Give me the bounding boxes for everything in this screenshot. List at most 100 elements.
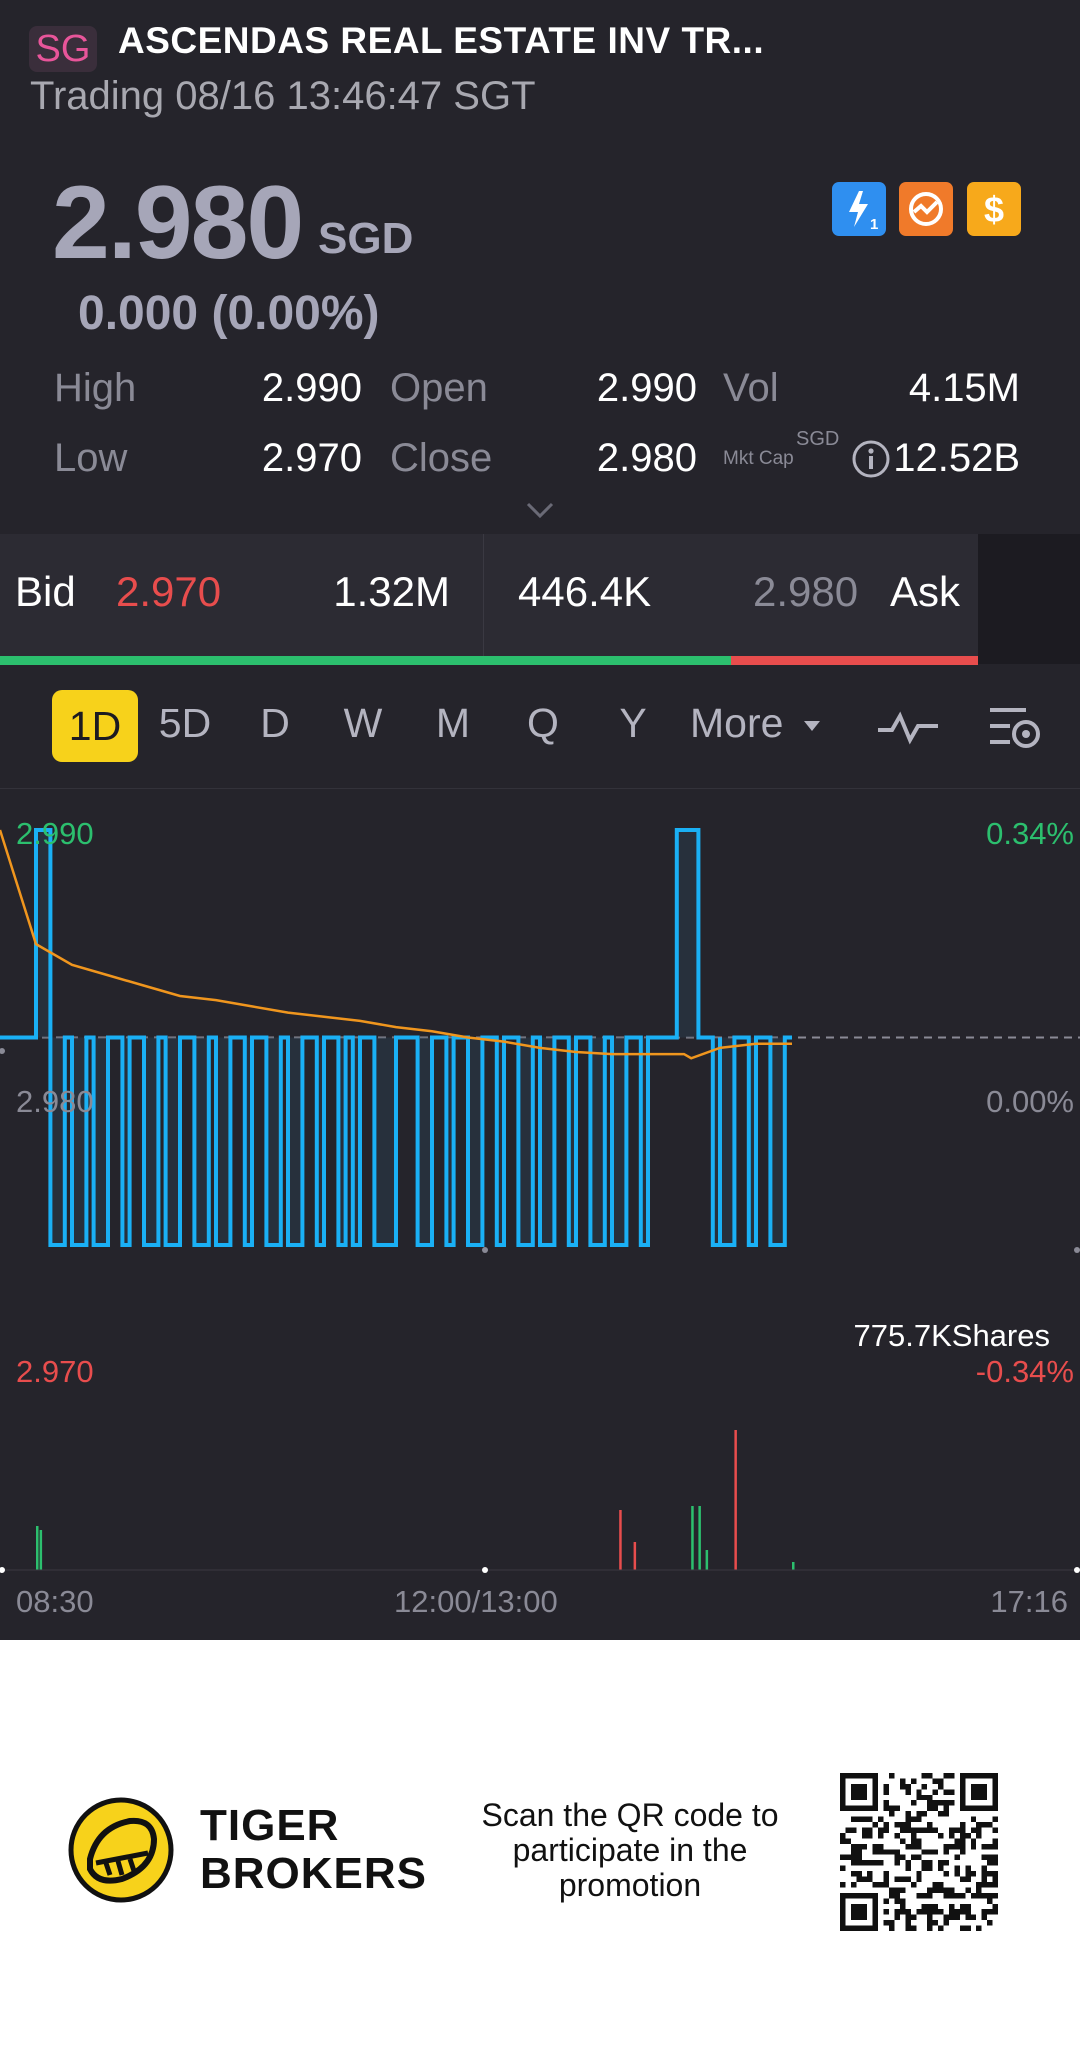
qr-module (954, 1892, 960, 1899)
qr-module (943, 1849, 949, 1855)
brand-line1: TIGER (200, 1801, 340, 1850)
ask-volume-bar (731, 656, 978, 665)
chart-settings-icon[interactable] (986, 702, 1046, 754)
qr-module (954, 1865, 960, 1872)
qr-module (894, 1860, 900, 1866)
qr-module (905, 1843, 911, 1850)
vol-label: Vol (723, 366, 779, 410)
qr-module (943, 1805, 949, 1812)
upper-pct-label: 0.34% (986, 816, 1074, 851)
qr-module (894, 1822, 900, 1828)
qr-module (850, 1849, 857, 1855)
qr-module (894, 1854, 900, 1861)
qr-module (899, 1903, 906, 1910)
qr-module (938, 1887, 944, 1893)
qr-module (992, 1903, 998, 1910)
qr-module (948, 1914, 955, 1921)
qr-module (992, 1876, 998, 1882)
qr-module (840, 1865, 846, 1872)
qr-module (976, 1827, 982, 1833)
qr-module (954, 1909, 960, 1915)
qr-module (992, 1871, 998, 1877)
qr-module (856, 1843, 862, 1850)
qr-module (927, 1914, 933, 1921)
caret-down-icon[interactable] (802, 718, 822, 734)
qr-module (883, 1881, 890, 1888)
qr-module (932, 1887, 939, 1893)
qr-module (910, 1838, 917, 1844)
qr-module (861, 1876, 868, 1882)
qr-module (883, 1805, 890, 1812)
svg-text:$: $ (984, 189, 1004, 230)
qr-module (948, 1909, 955, 1915)
qr-module (889, 1849, 895, 1855)
volume-bar (734, 1430, 737, 1570)
qr-module (894, 1876, 900, 1882)
qr-module (850, 1827, 857, 1833)
qr-module (899, 1827, 906, 1833)
qr-module (883, 1909, 890, 1915)
bid-ask-bar-end (978, 534, 1080, 664)
tab-w[interactable]: W (343, 700, 383, 746)
qr-module (850, 1860, 857, 1866)
qr-module (889, 1887, 895, 1893)
qr-module (938, 1881, 944, 1888)
bid-ask-divider (483, 534, 484, 664)
qr-module (938, 1832, 944, 1839)
qr-module (932, 1920, 939, 1926)
stock-title: ASCENDAS REAL ESTATE INV TR... (118, 20, 765, 61)
qr-module (916, 1827, 922, 1833)
qr-module (965, 1903, 971, 1910)
tab-more[interactable]: More (690, 700, 784, 746)
qr-module (867, 1871, 873, 1877)
qr-module (965, 1909, 971, 1915)
qr-module (959, 1849, 966, 1855)
qr-module (987, 1920, 993, 1926)
qr-module (921, 1909, 928, 1915)
lightning-1-icon[interactable]: 1 (832, 182, 886, 236)
qr-module (943, 1811, 949, 1817)
qr-module (850, 1854, 857, 1861)
qr-module (992, 1860, 998, 1866)
tab-m[interactable]: M (435, 700, 471, 746)
qr-module (872, 1860, 879, 1866)
qr-module (883, 1898, 890, 1904)
qr-module (910, 1925, 917, 1931)
qr-module (905, 1925, 911, 1931)
dollar-icon[interactable]: $ (967, 182, 1021, 236)
tab-q[interactable]: Q (527, 700, 559, 746)
time-end: 17:16 (990, 1584, 1068, 1619)
qr-module (981, 1876, 988, 1882)
qr-module (943, 1773, 949, 1779)
qr-module (872, 1849, 879, 1855)
volume-bar (39, 1530, 43, 1570)
chevron-down-icon[interactable] (522, 498, 558, 522)
qr-module (927, 1827, 933, 1833)
price-change: 0.000 (0.00%) (78, 287, 380, 340)
qr-module (959, 1876, 966, 1882)
tab-1d[interactable]: 1D (52, 690, 138, 762)
qr-module (899, 1822, 906, 1828)
close-label: Close (390, 436, 493, 480)
qr-module (921, 1827, 928, 1833)
indicator-icon[interactable] (876, 706, 940, 750)
qr-module (894, 1849, 900, 1855)
intraday-chart[interactable] (0, 790, 1080, 1640)
activity-chart-icon[interactable] (899, 182, 953, 236)
mktcap-label: Mkt Cap (723, 448, 794, 469)
qr-module (899, 1909, 906, 1915)
qr-module (883, 1822, 890, 1828)
tab-d[interactable]: D (260, 700, 290, 746)
qr-module (899, 1838, 906, 1844)
qr-module (916, 1854, 922, 1861)
tab-5d[interactable]: 5D (158, 700, 212, 746)
info-icon[interactable] (852, 440, 890, 478)
tab-y[interactable]: Y (619, 700, 647, 746)
qr-module (959, 1909, 966, 1915)
qr-module (867, 1860, 873, 1866)
axis-dot-left (0, 1048, 5, 1054)
qr-module (927, 1925, 933, 1931)
qr-code-icon[interactable] (840, 1773, 998, 1931)
qr-module (932, 1909, 939, 1915)
qr-module (910, 1832, 917, 1839)
